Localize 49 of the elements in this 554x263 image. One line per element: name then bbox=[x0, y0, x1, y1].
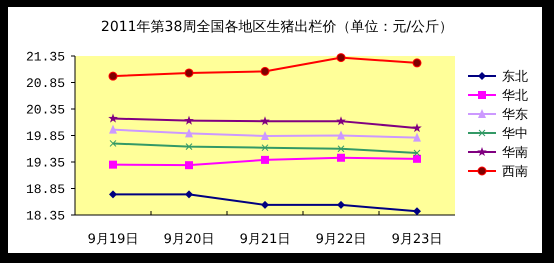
x-tick-label: 9月21日 bbox=[240, 232, 290, 247]
point bbox=[412, 123, 422, 132]
x-tick-label: 9月20日 bbox=[164, 232, 214, 247]
point bbox=[337, 130, 345, 140]
point bbox=[336, 53, 346, 62]
y-tick-label: 21.35 bbox=[26, 50, 65, 65]
point bbox=[184, 116, 194, 125]
point bbox=[413, 132, 421, 142]
legend-label: 东北 bbox=[502, 70, 528, 85]
point bbox=[262, 144, 268, 152]
point bbox=[108, 72, 118, 81]
y-tick-label: 20.35 bbox=[26, 102, 65, 118]
x-tick-label: 9月19日 bbox=[88, 232, 138, 247]
point bbox=[261, 200, 269, 209]
point bbox=[261, 131, 269, 140]
point bbox=[109, 160, 117, 169]
legend-label: 华南 bbox=[502, 146, 528, 161]
point bbox=[185, 128, 193, 138]
legend-label: 华中 bbox=[502, 126, 528, 142]
y-tick-label: 20.85 bbox=[26, 76, 65, 92]
legend-label: 西南 bbox=[502, 164, 528, 180]
point bbox=[109, 124, 117, 134]
y-tick-label: 18.35 bbox=[26, 208, 65, 224]
legend-label: 华东 bbox=[502, 108, 528, 123]
point bbox=[261, 156, 269, 164]
y-tick-label: 19.85 bbox=[26, 129, 65, 144]
point bbox=[185, 190, 193, 198]
x-tick-label: 9月22日 bbox=[316, 232, 366, 247]
point bbox=[184, 68, 194, 78]
point bbox=[260, 66, 270, 76]
point bbox=[413, 207, 421, 216]
point bbox=[337, 200, 345, 209]
point bbox=[110, 140, 116, 147]
point bbox=[338, 145, 344, 152]
point bbox=[109, 190, 117, 198]
point bbox=[108, 114, 118, 123]
point bbox=[414, 149, 420, 156]
point bbox=[412, 58, 422, 68]
chart-title: 2011年第38周全国各地区生猪出栏价（单位：元/公斤） bbox=[100, 19, 454, 35]
point bbox=[337, 154, 345, 162]
x-tick-label: 9月23日 bbox=[392, 232, 442, 247]
point bbox=[336, 116, 346, 126]
legend-label: 华北 bbox=[502, 88, 528, 104]
y-tick-label: 18.85 bbox=[26, 182, 65, 198]
point bbox=[186, 143, 192, 150]
point bbox=[260, 116, 270, 126]
y-tick-label: 19.35 bbox=[26, 156, 65, 171]
point bbox=[413, 154, 421, 163]
point bbox=[185, 161, 193, 170]
